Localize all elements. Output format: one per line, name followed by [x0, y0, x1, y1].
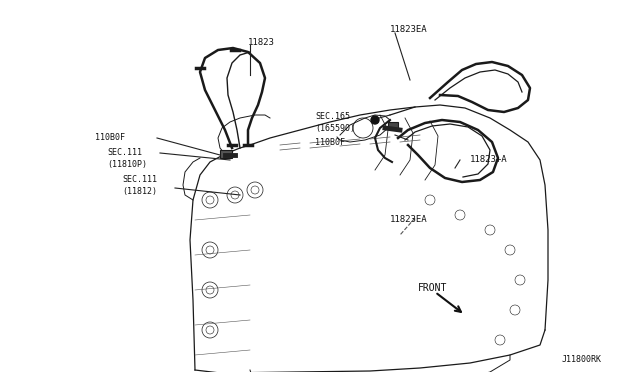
Text: 11823+A: 11823+A: [470, 155, 508, 164]
Text: SEC.165: SEC.165: [315, 112, 350, 121]
Text: (11810P): (11810P): [107, 160, 147, 169]
Bar: [388, 122, 398, 129]
Text: SEC.111: SEC.111: [122, 175, 157, 184]
Text: 110B0F: 110B0F: [95, 133, 125, 142]
Text: (11812): (11812): [122, 187, 157, 196]
Text: 11823: 11823: [248, 38, 275, 47]
Text: (165590): (165590): [315, 124, 355, 133]
Text: 11823EA: 11823EA: [390, 25, 428, 34]
Text: J11800RK: J11800RK: [562, 355, 602, 364]
Text: 11823EA: 11823EA: [390, 215, 428, 224]
Circle shape: [371, 116, 379, 124]
Text: 110B0F: 110B0F: [315, 138, 345, 147]
Text: SEC.111: SEC.111: [107, 148, 142, 157]
Text: FRONT: FRONT: [418, 283, 447, 293]
Bar: [220, 150, 232, 158]
